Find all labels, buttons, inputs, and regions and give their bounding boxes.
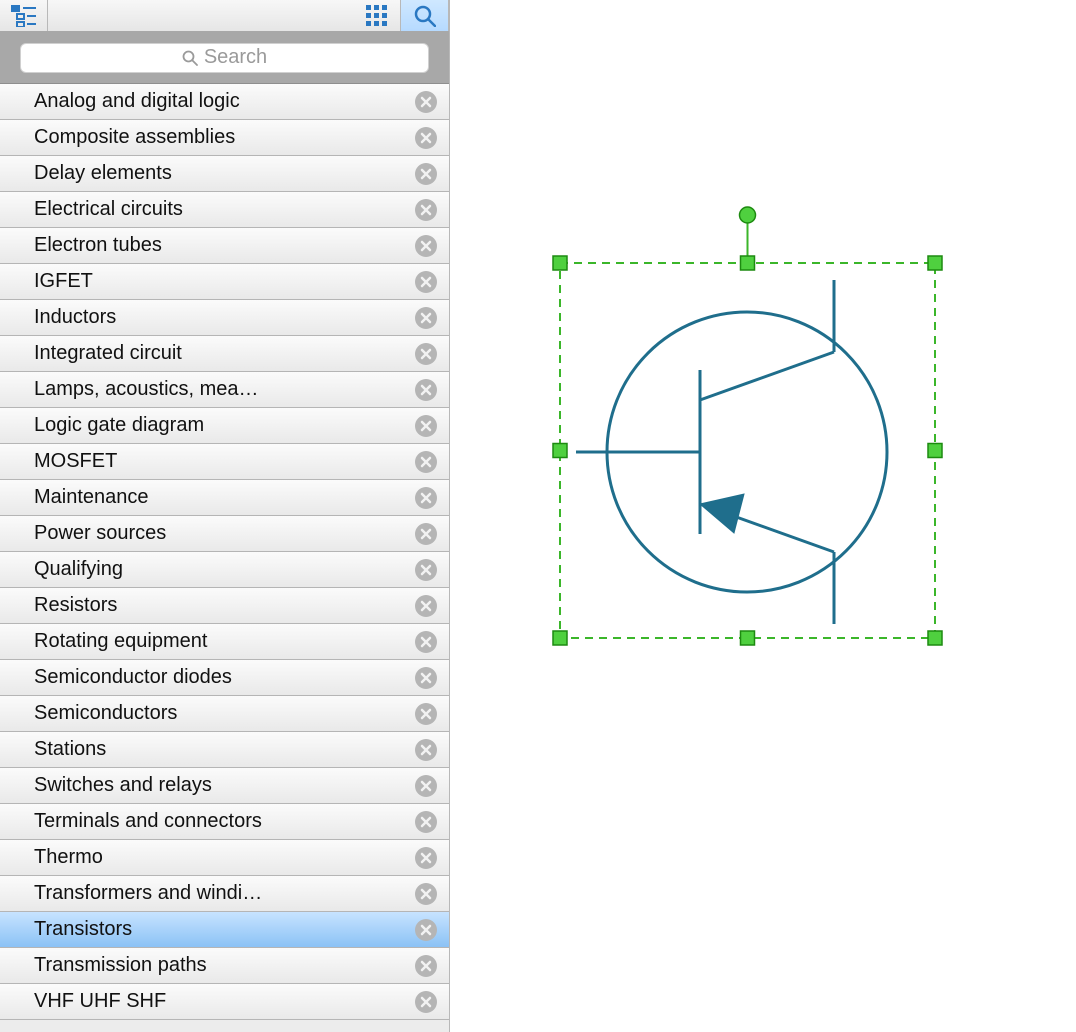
category-label: Integrated circuit (34, 342, 407, 365)
category-row[interactable]: Semiconductor diodes (0, 660, 449, 696)
clear-icon[interactable] (415, 235, 437, 257)
clear-icon[interactable] (415, 595, 437, 617)
category-row[interactable]: Resistors (0, 588, 449, 624)
category-label: Composite assemblies (34, 126, 407, 149)
category-row[interactable]: Lamps, acoustics, mea… (0, 372, 449, 408)
category-row[interactable]: Inductors (0, 300, 449, 336)
clear-icon[interactable] (415, 667, 437, 689)
canvas[interactable] (450, 0, 1076, 1032)
clear-icon[interactable] (415, 703, 437, 725)
clear-icon[interactable] (415, 487, 437, 509)
search-bar: Search (0, 32, 449, 84)
category-row[interactable]: Delay elements (0, 156, 449, 192)
category-row[interactable]: Transformers and windi… (0, 876, 449, 912)
category-row[interactable]: Integrated circuit (0, 336, 449, 372)
app-root: Search Analog and digital logic Composite… (0, 0, 1076, 1032)
clear-icon[interactable] (415, 127, 437, 149)
category-label: IGFET (34, 270, 407, 293)
category-label: Semiconductors (34, 702, 407, 725)
category-row[interactable]: MOSFET (0, 444, 449, 480)
category-row[interactable]: Logic gate diagram (0, 408, 449, 444)
category-row[interactable]: Power sources (0, 516, 449, 552)
category-list[interactable]: Analog and digital logic Composite assemb… (0, 84, 449, 1032)
search-tab[interactable] (401, 0, 449, 31)
category-label: Semiconductor diodes (34, 666, 407, 689)
clear-icon[interactable] (415, 379, 437, 401)
clear-icon[interactable] (415, 847, 437, 869)
grid-view-tab[interactable] (353, 0, 401, 31)
canvas-svg (450, 0, 1076, 1032)
search-field-icon (182, 50, 198, 66)
grid-view-icon (366, 5, 388, 27)
category-row[interactable]: Maintenance (0, 480, 449, 516)
tree-view-tab[interactable] (0, 0, 48, 31)
category-row[interactable]: Qualifying (0, 552, 449, 588)
category-row[interactable]: Switches and relays (0, 768, 449, 804)
clear-icon[interactable] (415, 955, 437, 977)
clear-icon[interactable] (415, 991, 437, 1013)
clear-icon[interactable] (415, 199, 437, 221)
category-label: Electrical circuits (34, 198, 407, 221)
category-label: Lamps, acoustics, mea… (34, 378, 407, 401)
category-row[interactable]: Semiconductors (0, 696, 449, 732)
toolbar-spacer (48, 0, 353, 31)
category-label: Stations (34, 738, 407, 761)
category-label: Switches and relays (34, 774, 407, 797)
clear-icon[interactable] (415, 919, 437, 941)
category-label: Inductors (34, 306, 407, 329)
category-label: Maintenance (34, 486, 407, 509)
category-row[interactable]: Electrical circuits (0, 192, 449, 228)
sidebar: Search Analog and digital logic Composite… (0, 0, 450, 1032)
clear-icon[interactable] (415, 163, 437, 185)
category-row[interactable]: IGFET (0, 264, 449, 300)
category-label: Electron tubes (34, 234, 407, 257)
clear-icon[interactable] (415, 307, 437, 329)
category-label: Terminals and connectors (34, 810, 407, 833)
category-row[interactable]: Electron tubes (0, 228, 449, 264)
category-label: Transformers and windi… (34, 882, 407, 905)
category-row[interactable]: Composite assemblies (0, 120, 449, 156)
category-row[interactable]: Analog and digital logic (0, 84, 449, 120)
category-label: Delay elements (34, 162, 407, 185)
clear-icon[interactable] (415, 451, 437, 473)
category-label: Power sources (34, 522, 407, 545)
category-label: Transmission paths (34, 954, 407, 977)
category-label: Rotating equipment (34, 630, 407, 653)
category-row[interactable]: VHF UHF SHF (0, 984, 449, 1020)
category-row[interactable]: Transmission paths (0, 948, 449, 984)
category-row[interactable]: Terminals and connectors (0, 804, 449, 840)
category-label: Thermo (34, 846, 407, 869)
tree-view-icon (11, 5, 37, 27)
clear-icon[interactable] (415, 883, 437, 905)
category-row[interactable]: Transistors (0, 912, 449, 948)
search-placeholder: Search (204, 46, 267, 69)
category-label: Qualifying (34, 558, 407, 581)
clear-icon[interactable] (415, 739, 437, 761)
clear-icon[interactable] (415, 631, 437, 653)
search-icon (414, 5, 436, 27)
clear-icon[interactable] (415, 343, 437, 365)
sidebar-toolbar (0, 0, 449, 32)
category-label: Logic gate diagram (34, 414, 407, 437)
category-row[interactable]: Stations (0, 732, 449, 768)
category-row[interactable]: Thermo (0, 840, 449, 876)
clear-icon[interactable] (415, 523, 437, 545)
clear-icon[interactable] (415, 811, 437, 833)
category-row[interactable]: Rotating equipment (0, 624, 449, 660)
clear-icon[interactable] (415, 415, 437, 437)
category-label: MOSFET (34, 450, 407, 473)
category-label: Transistors (34, 918, 407, 941)
category-label: VHF UHF SHF (34, 990, 407, 1013)
clear-icon[interactable] (415, 559, 437, 581)
category-label: Resistors (34, 594, 407, 617)
clear-icon[interactable] (415, 271, 437, 293)
search-input[interactable]: Search (20, 43, 429, 73)
clear-icon[interactable] (415, 775, 437, 797)
category-label: Analog and digital logic (34, 90, 407, 113)
clear-icon[interactable] (415, 91, 437, 113)
